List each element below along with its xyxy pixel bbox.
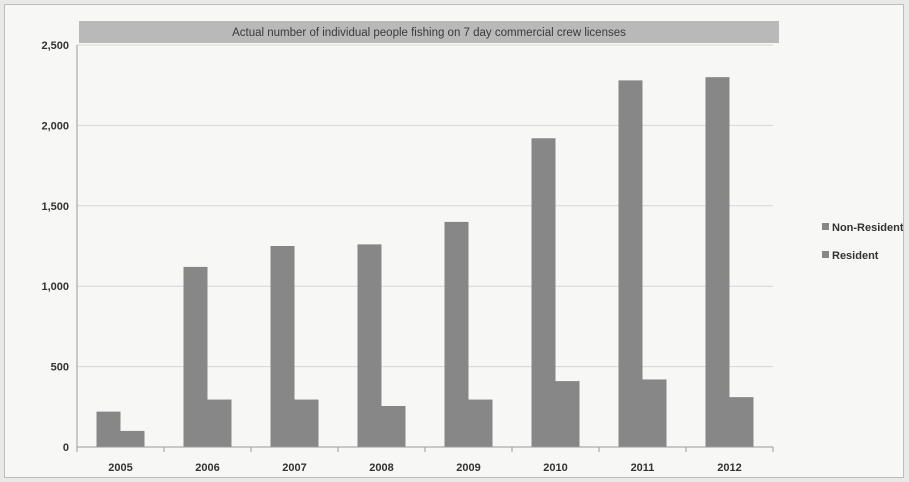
y-tick-label: 1,000 bbox=[41, 281, 69, 293]
chart-frame: Actual number of individual people fishi… bbox=[4, 4, 904, 478]
legend-swatch bbox=[822, 223, 829, 230]
bar-non-resident-2005 bbox=[96, 411, 121, 447]
x-tick-label: 2006 bbox=[195, 462, 219, 474]
bar-non-resident-2012 bbox=[705, 77, 730, 447]
y-tick-label: 2,000 bbox=[41, 120, 69, 132]
bar-resident-2005 bbox=[120, 430, 145, 447]
x-tick-label: 2007 bbox=[282, 462, 306, 474]
x-tick-label: 2009 bbox=[456, 462, 480, 474]
bars bbox=[96, 77, 754, 447]
bar-non-resident-2007 bbox=[270, 246, 295, 447]
bar-resident-2010 bbox=[555, 381, 580, 447]
chart-title-background bbox=[79, 21, 779, 43]
y-tick-labels: 0 500 1,000 1,500 2,000 2,500 bbox=[41, 40, 69, 454]
chart-title: Actual number of individual people fishi… bbox=[232, 27, 626, 39]
legend-label: Non-Resident bbox=[832, 222, 903, 234]
bar-resident-2006 bbox=[207, 399, 232, 447]
bar-resident-2008 bbox=[381, 405, 406, 447]
chart-title-band: Actual number of individual people fishi… bbox=[79, 21, 779, 43]
x-tick-label: 2010 bbox=[543, 462, 567, 474]
y-tick-label: 1,500 bbox=[41, 201, 69, 213]
bar-non-resident-2006 bbox=[183, 266, 208, 447]
bar-non-resident-2009 bbox=[444, 221, 469, 447]
x-tick-label: 2011 bbox=[631, 462, 655, 474]
gridlines bbox=[77, 44, 773, 368]
y-tick-label: 2,500 bbox=[41, 40, 69, 52]
legend-swatch bbox=[822, 251, 829, 258]
legend: Non-Resident Resident bbox=[822, 222, 903, 262]
bar-resident-2007 bbox=[294, 399, 319, 447]
x-tick-label: 2008 bbox=[369, 462, 393, 474]
bar-resident-2011 bbox=[642, 379, 667, 447]
bar-resident-2009 bbox=[468, 399, 493, 447]
bar-non-resident-2011 bbox=[618, 80, 643, 447]
bar-chart: Actual number of individual people fishi… bbox=[41, 21, 903, 474]
x-tick-label: 2012 bbox=[717, 462, 741, 474]
bar-non-resident-2008 bbox=[357, 244, 382, 447]
bar-resident-2012 bbox=[729, 397, 754, 447]
axes bbox=[76, 45, 774, 452]
y-tick-label: 0 bbox=[63, 442, 69, 454]
y-tick-label: 500 bbox=[51, 362, 69, 374]
legend-label: Resident bbox=[832, 250, 879, 262]
bar-non-resident-2010 bbox=[531, 138, 556, 447]
x-tick-labels: 2005 2006 2007 2008 2009 2010 2011 2012 bbox=[108, 462, 741, 474]
x-tick-label: 2005 bbox=[108, 462, 132, 474]
